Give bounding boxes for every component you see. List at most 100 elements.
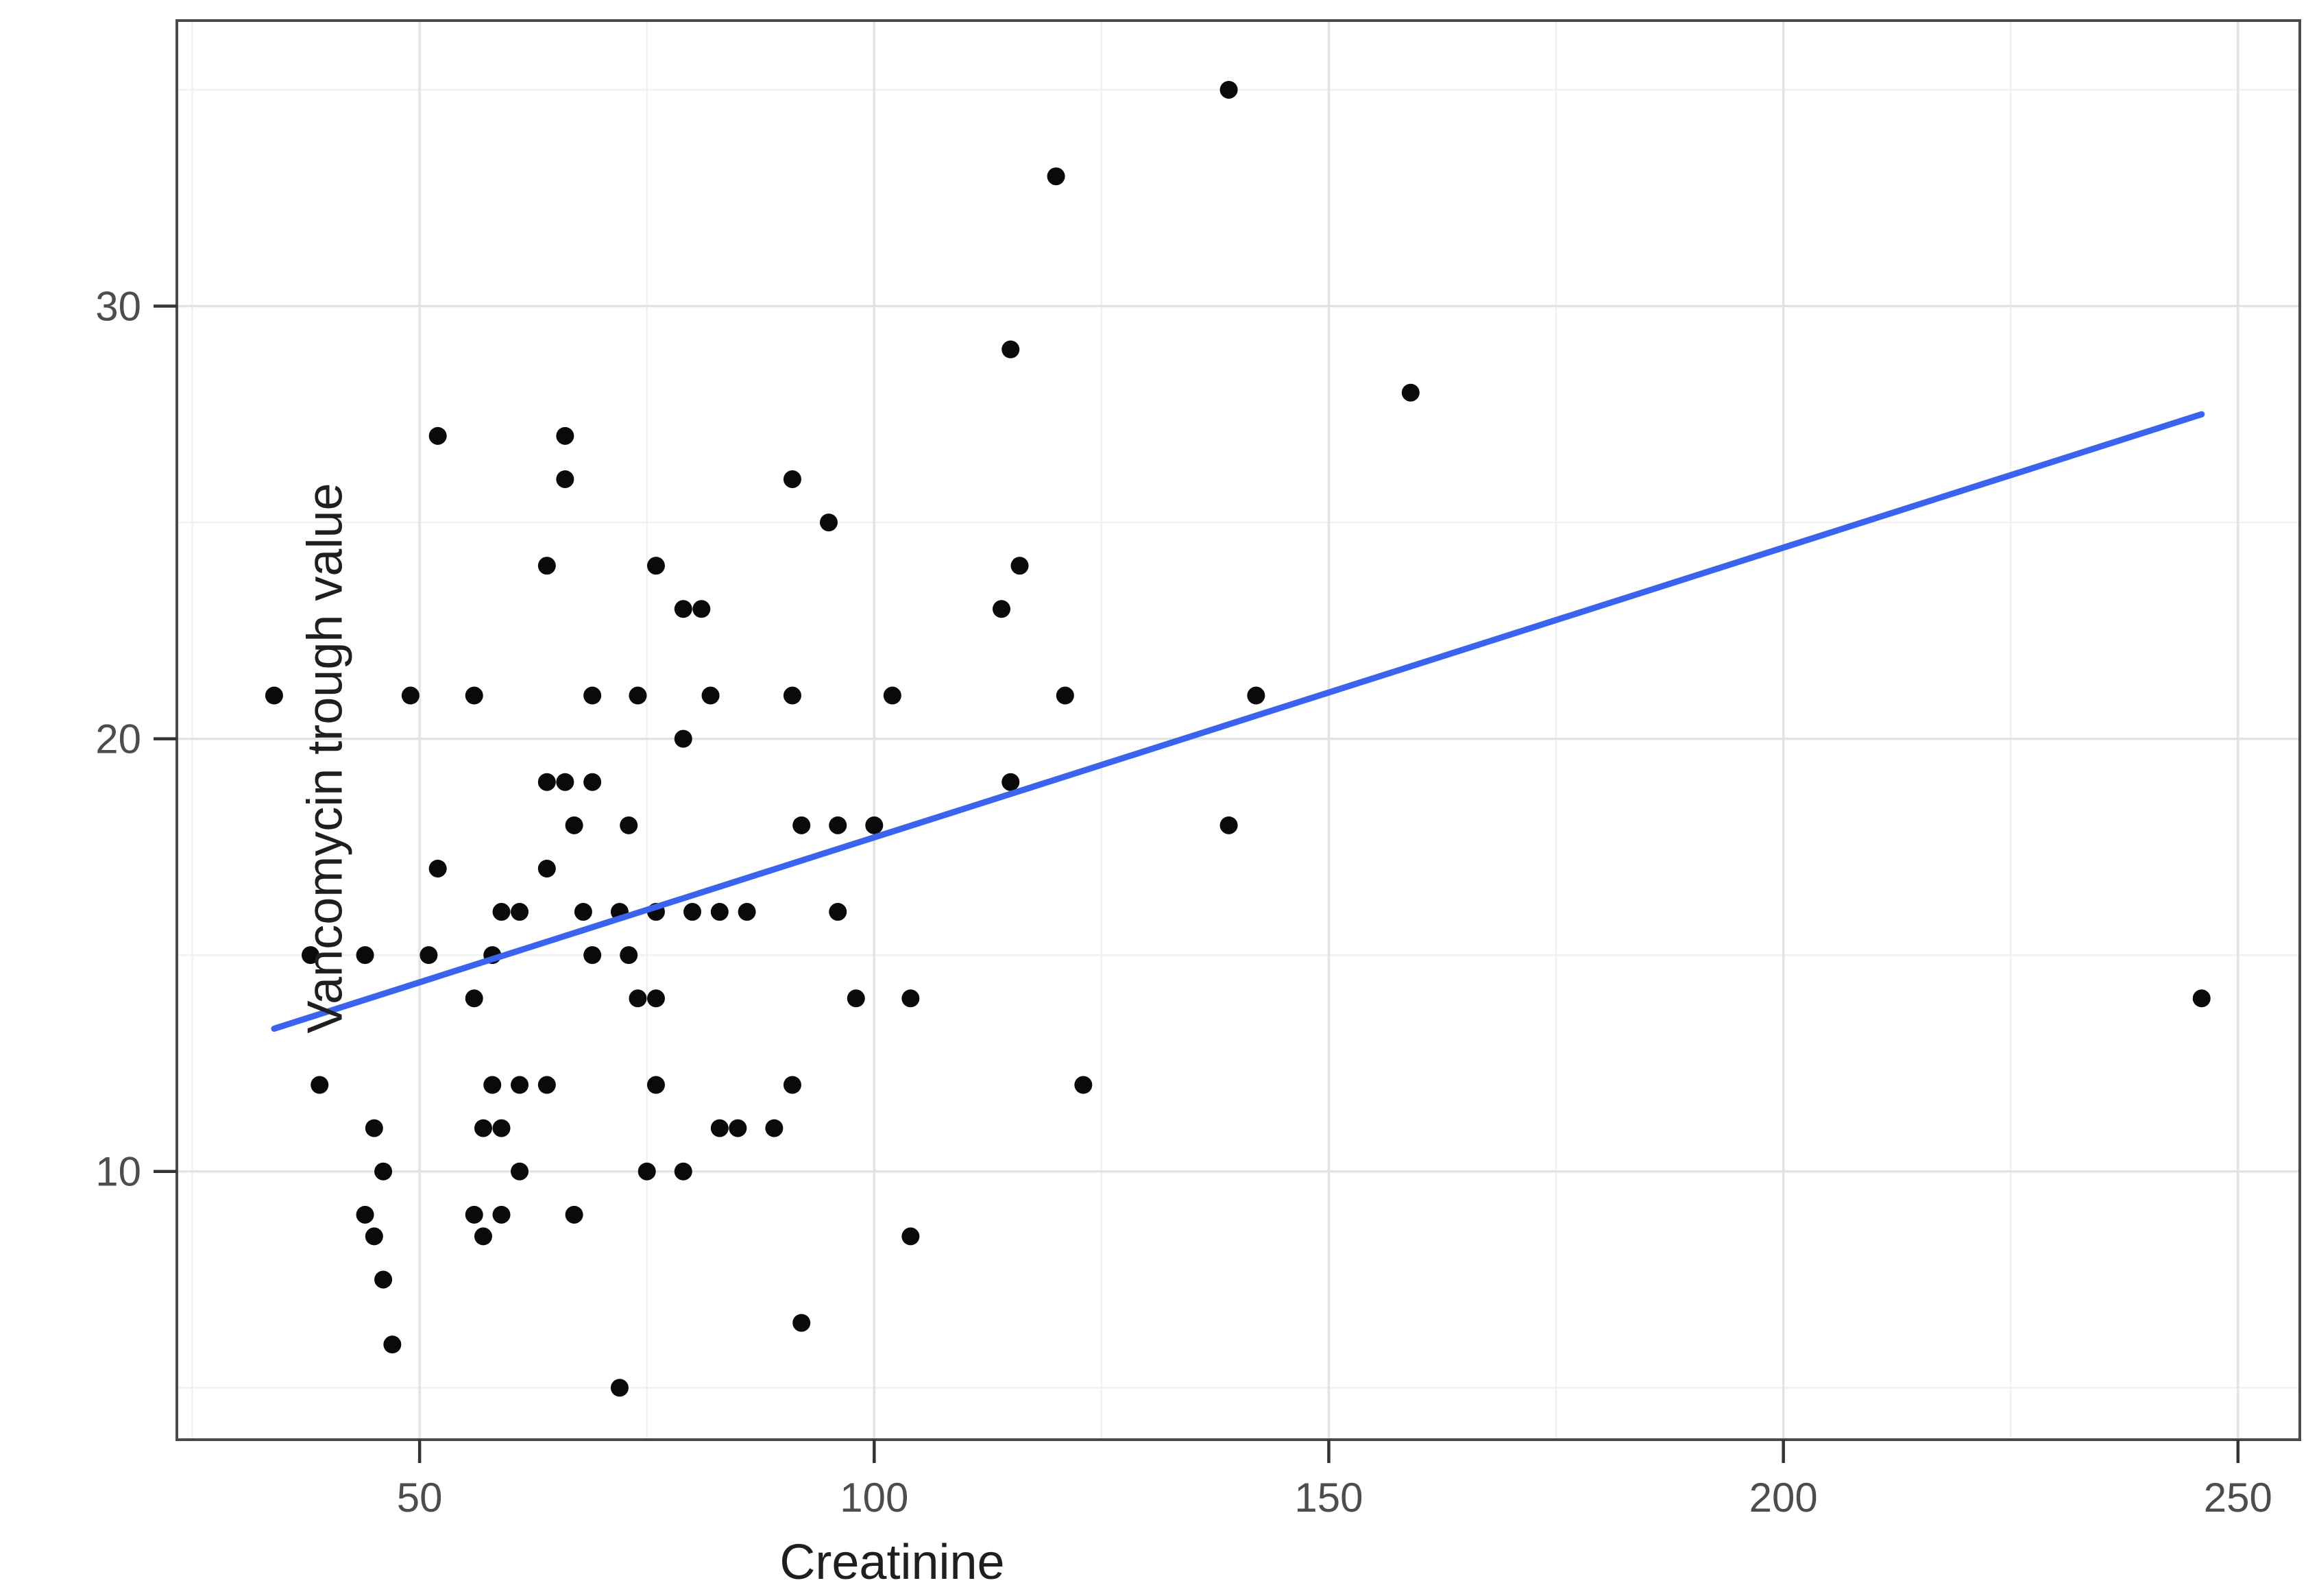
data-point: [620, 816, 638, 834]
data-point: [428, 859, 447, 878]
data-point: [401, 686, 420, 705]
data-point: [638, 1162, 656, 1181]
data-point: [311, 1076, 329, 1094]
data-point: [1219, 816, 1238, 834]
data-point: [865, 816, 884, 834]
x-tick-label: 250: [2204, 1475, 2272, 1521]
data-point: [492, 903, 511, 921]
data-point: [819, 513, 838, 532]
data-point: [646, 1076, 665, 1094]
data-point: [356, 946, 374, 965]
data-point: [1074, 1076, 1093, 1094]
data-point: [901, 989, 920, 1008]
data-point: [492, 1205, 511, 1224]
data-point: [629, 989, 647, 1008]
data-point: [646, 989, 665, 1008]
data-point: [629, 686, 647, 705]
data-point: [610, 1379, 629, 1397]
data-point: [483, 1076, 502, 1094]
data-point: [783, 1076, 801, 1094]
data-point: [301, 946, 319, 965]
data-point: [992, 600, 1010, 618]
data-point: [556, 470, 574, 488]
data-point: [792, 816, 811, 834]
data-point: [710, 903, 729, 921]
data-point: [374, 1162, 393, 1181]
data-point: [574, 903, 592, 921]
data-point: [620, 946, 638, 965]
data-point: [1001, 340, 1020, 359]
data-point: [511, 1162, 529, 1181]
plot-panel: [177, 21, 2300, 1440]
y-tick-label: 20: [95, 716, 141, 762]
panel-border: [175, 19, 2301, 1441]
data-point: [829, 816, 847, 834]
data-point: [565, 816, 583, 834]
data-point: [365, 1227, 383, 1246]
data-point: [465, 989, 483, 1008]
data-point: [537, 1076, 556, 1094]
data-point: [883, 686, 901, 705]
data-point: [465, 686, 483, 705]
data-point: [792, 1314, 811, 1332]
data-point: [537, 557, 556, 575]
data-point: [428, 426, 447, 445]
data-point: [701, 686, 720, 705]
x-tick-label: 150: [1294, 1475, 1363, 1521]
data-point: [692, 600, 711, 618]
data-point: [583, 946, 602, 965]
y-axis-title-text: Vancomycin trough value: [298, 483, 353, 1034]
data-point: [265, 686, 283, 705]
data-point: [420, 946, 438, 965]
data-point: [1247, 686, 1265, 705]
data-point: [537, 859, 556, 878]
data-point: [765, 1119, 784, 1137]
data-point: [783, 686, 801, 705]
data-point: [465, 1205, 483, 1224]
data-point: [365, 1119, 383, 1137]
data-point: [710, 1119, 729, 1137]
x-tick-label: 100: [840, 1475, 908, 1521]
trend-line: [271, 411, 2205, 1032]
data-point: [674, 729, 692, 748]
data-point: [829, 903, 847, 921]
data-point: [511, 1076, 529, 1094]
data-point: [783, 470, 801, 488]
y-axis-title: Vancomycin trough value: [19, 0, 353, 1596]
data-point: [537, 773, 556, 791]
data-point: [556, 773, 574, 791]
data-point: [901, 1227, 920, 1246]
data-point: [729, 1119, 747, 1137]
data-point: [1219, 80, 1238, 99]
x-axis-title-text: Creatinine: [779, 1535, 1005, 1590]
data-point: [474, 1227, 492, 1246]
y-tick-label: 30: [95, 284, 141, 330]
data-point: [2192, 989, 2211, 1008]
data-point: [847, 989, 865, 1008]
data-point: [1056, 686, 1074, 705]
data-point: [556, 426, 574, 445]
data-point: [738, 903, 756, 921]
data-point: [674, 1162, 692, 1181]
data-point: [492, 1119, 511, 1137]
data-point: [674, 600, 692, 618]
data-point: [565, 1205, 583, 1224]
x-tick-label: 200: [1749, 1475, 1818, 1521]
data-point: [1001, 773, 1020, 791]
data-point: [583, 686, 602, 705]
data-point: [511, 903, 529, 921]
data-point: [356, 1205, 374, 1224]
data-point: [383, 1335, 402, 1354]
data-point: [1047, 167, 1065, 186]
data-point: [1401, 383, 1420, 402]
data-point: [683, 903, 702, 921]
data-point: [474, 1119, 492, 1137]
data-point: [1010, 557, 1029, 575]
data-point: [583, 773, 602, 791]
data-point: [646, 557, 665, 575]
x-axis-title: Creatinine: [0, 1534, 2319, 1591]
x-tick-label: 50: [397, 1475, 443, 1521]
y-tick-label: 10: [95, 1149, 141, 1195]
